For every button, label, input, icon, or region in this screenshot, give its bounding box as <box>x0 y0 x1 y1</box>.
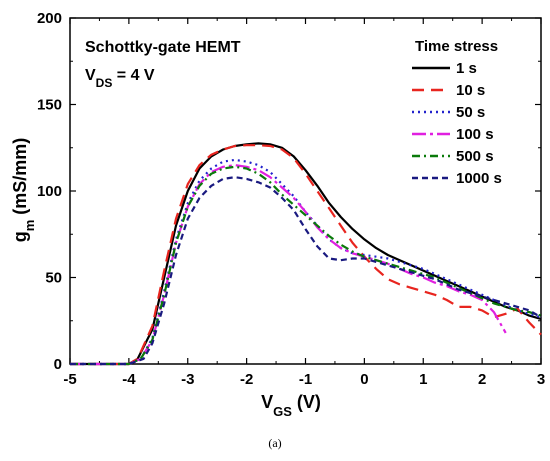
x-tick-label: 2 <box>478 371 486 388</box>
legend-label-3: 50 s <box>456 104 485 121</box>
series-line-5 <box>70 165 542 366</box>
annotation-bias-condition: VDS = 4 V <box>85 67 155 90</box>
legend-label-4: 100 s <box>456 126 494 143</box>
x-tick-label: 1 <box>419 371 427 388</box>
x-tick-label: -4 <box>122 371 136 388</box>
x-tick-label: -1 <box>299 371 312 388</box>
x-tick-label: 3 <box>537 371 545 388</box>
y-tick-label: 200 <box>37 10 62 27</box>
legend-title: Time stress <box>415 38 498 55</box>
legend-label-2: 10 s <box>456 82 485 99</box>
y-axis-label: gm (mS/mm) <box>10 138 37 243</box>
series-line-2 <box>70 144 542 366</box>
x-tick-label: -2 <box>240 371 253 388</box>
series-line-6 <box>70 176 542 366</box>
series-line-1 <box>70 142 542 366</box>
x-tick-label: -5 <box>63 371 76 388</box>
x-axis-label: VGS (V) <box>261 392 321 419</box>
gm-vgs-chart: -5 -4 -3 -2 -1 0 1 2 3 0 50 100 150 200 Schottky-gate… <box>10 10 545 419</box>
legend-label-1: 1 s <box>456 60 477 77</box>
x-tick-label: -3 <box>181 371 194 388</box>
y-tick-label: 0 <box>54 356 62 373</box>
x-tick-label: 0 <box>360 371 368 388</box>
series-line-3 <box>70 158 542 366</box>
legend-label-6: 1000 s <box>456 170 502 187</box>
figure-caption: (a) <box>268 436 282 450</box>
annotation-device-type: Schottky-gate HEMT <box>85 39 241 56</box>
series-line-4 <box>70 164 507 366</box>
legend-label-5: 500 s <box>456 148 494 165</box>
series-layer <box>70 142 542 366</box>
plot-frame-layer: -5 -4 -3 -2 -1 0 1 2 3 0 50 100 150 200 <box>37 10 545 388</box>
legend: Time stress 1 s 10 s 50 s 100 s 500 s 1000 s <box>412 38 502 187</box>
y-tick-label: 150 <box>37 97 62 114</box>
y-tick-label: 100 <box>37 183 62 200</box>
y-tick-label: 50 <box>45 270 62 287</box>
